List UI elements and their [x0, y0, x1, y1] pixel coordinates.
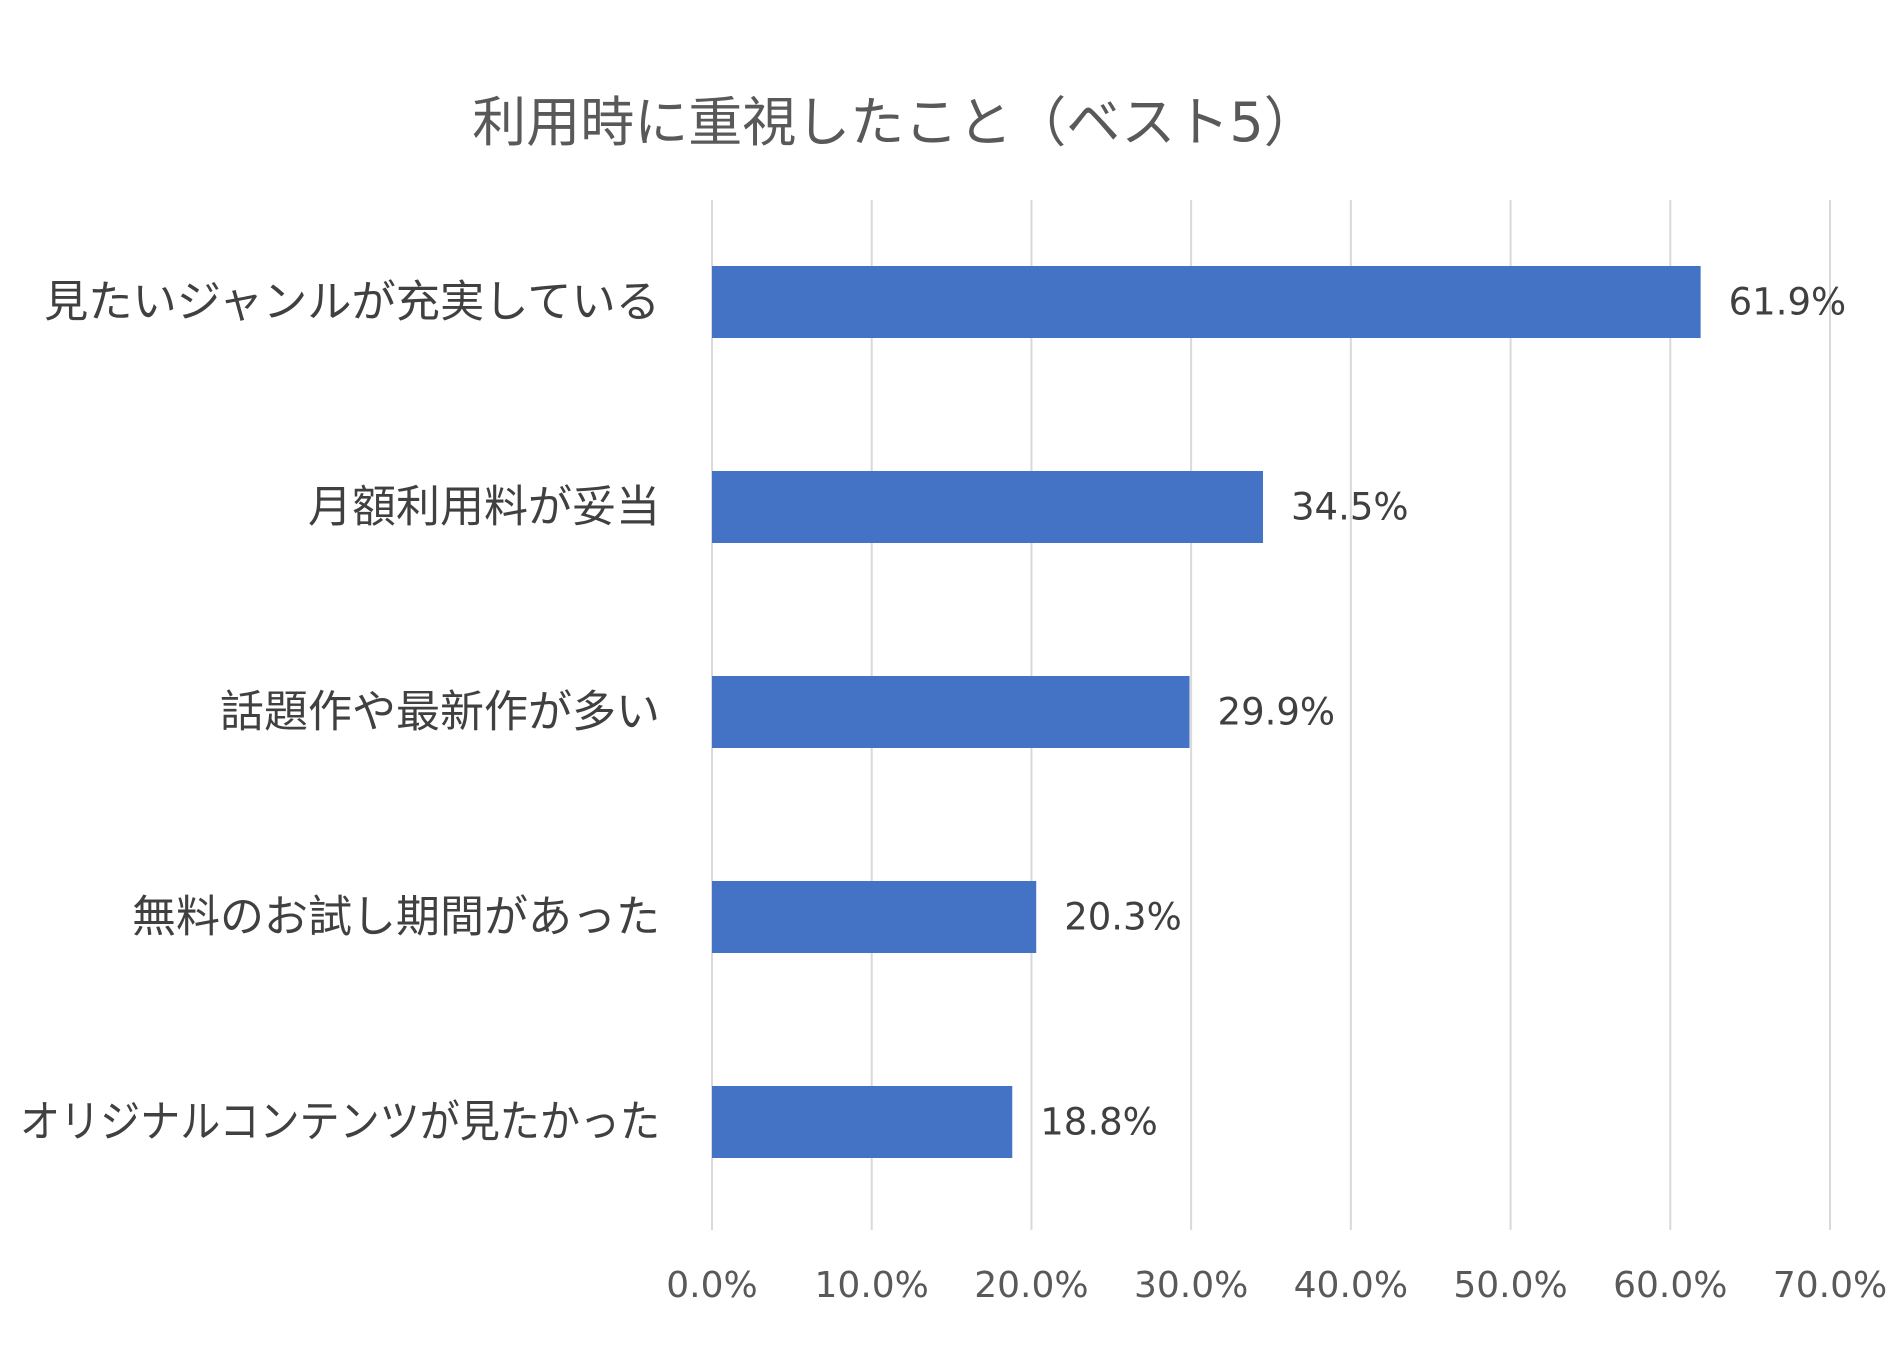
x-tick-label: 40.0% — [1294, 1265, 1408, 1306]
x-tick-label: 20.0% — [974, 1265, 1088, 1306]
bar — [712, 881, 1037, 953]
x-tick-label: 70.0% — [1773, 1265, 1887, 1306]
bar — [712, 471, 1264, 543]
category-label: 無料のお試し期間があった — [132, 892, 660, 943]
category-label: オリジナルコンテンツが見たかった — [20, 1097, 660, 1148]
bar — [712, 1086, 1013, 1158]
bar — [712, 266, 1701, 338]
data-label: 34.5% — [1291, 486, 1409, 529]
x-tick-label: 60.0% — [1613, 1265, 1727, 1306]
x-tick-label: 10.0% — [815, 1265, 929, 1306]
x-tick-label: 0.0% — [666, 1265, 757, 1306]
category-label: 話題作や最新作が多い — [220, 687, 660, 738]
x-tick-label: 50.0% — [1453, 1265, 1567, 1306]
category-label: 月額利用料が妥当 — [308, 482, 660, 533]
category-label: 見たいジャンルが充実している — [44, 277, 660, 328]
x-tick-label: 30.0% — [1134, 1265, 1248, 1306]
data-label: 61.9% — [1729, 281, 1847, 324]
chart-title: 利用時に重視したこと（ベスト5） — [472, 91, 1318, 154]
bar — [712, 676, 1190, 748]
data-label: 29.9% — [1218, 691, 1336, 734]
data-label: 18.8% — [1040, 1101, 1158, 1144]
data-label: 20.3% — [1064, 896, 1182, 939]
